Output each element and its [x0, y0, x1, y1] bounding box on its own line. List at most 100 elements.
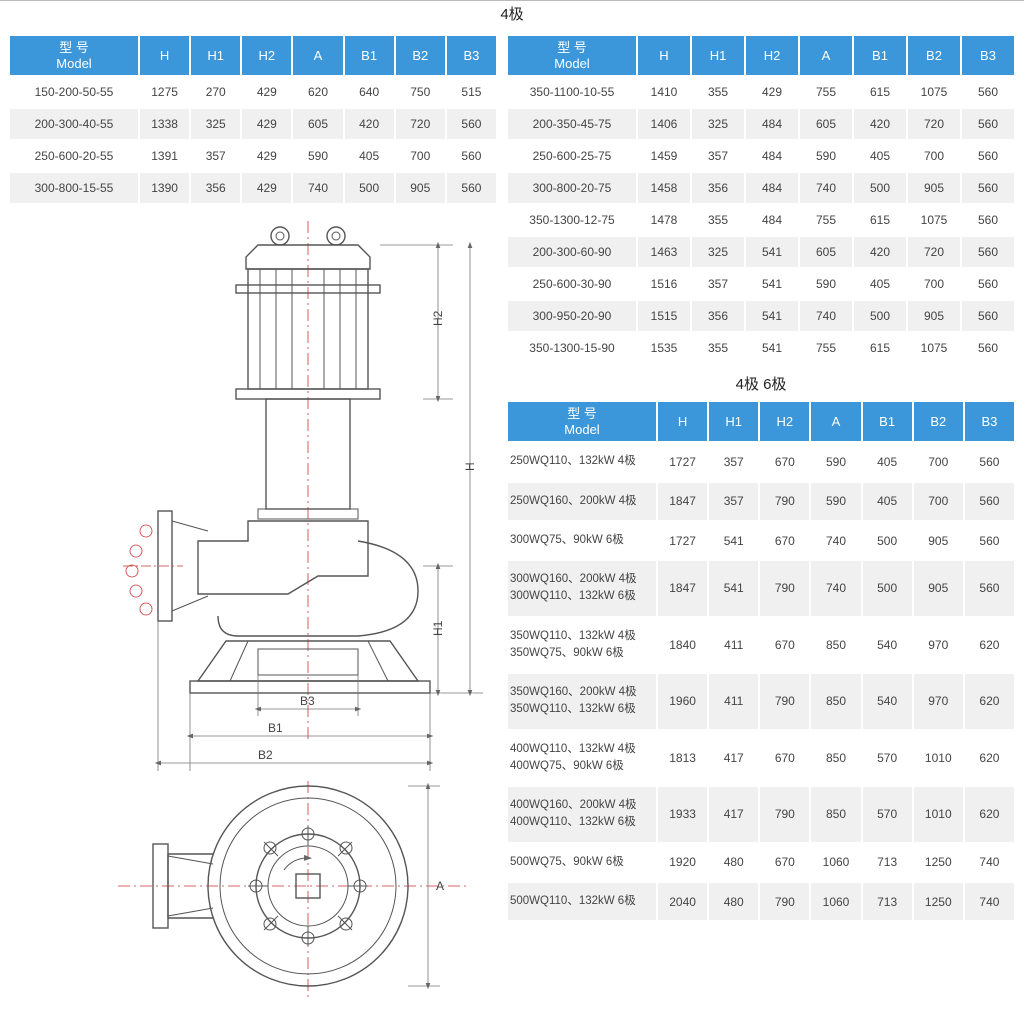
cell-value: 700 [913, 482, 964, 521]
cell-value: 590 [810, 442, 861, 481]
cell-value: 1727 [657, 442, 708, 481]
col-model: 型 号Model [507, 401, 657, 442]
cell-value: 590 [810, 482, 861, 521]
col-H2: H2 [759, 401, 810, 442]
col-A: A [810, 401, 861, 442]
cell-value: 1463 [637, 236, 691, 268]
cell-value: 560 [961, 236, 1015, 268]
cell-value: 325 [691, 236, 745, 268]
cell-value: 411 [708, 673, 759, 730]
table-row: 250WQ160、200kW 4极1847357790590405700560 [507, 482, 1015, 521]
cell-value: 750 [395, 76, 446, 108]
table-row: 200-350-45-751406325484605420720560 [507, 108, 1015, 140]
dim-b2: B2 [258, 748, 273, 762]
cell-value: 790 [759, 560, 810, 617]
cell-value: 700 [913, 442, 964, 481]
cell-value: 1250 [913, 843, 964, 882]
cell-model: 400WQ110、132kW 4极400WQ75、90kW 6极 [507, 730, 657, 787]
cell-model: 150-200-50-55 [9, 76, 139, 108]
cell-value: 720 [907, 108, 961, 140]
cell-value: 405 [862, 482, 913, 521]
cell-value: 500 [853, 172, 907, 204]
table-row: 250-600-25-751459357484590405700560 [507, 140, 1015, 172]
cell-value: 1458 [637, 172, 691, 204]
cell-value: 356 [691, 172, 745, 204]
col-H1: H1 [190, 35, 241, 76]
cell-model: 350-1300-12-75 [507, 204, 637, 236]
table-row: 300WQ75、90kW 6极1727541670740500905560 [507, 521, 1015, 560]
table-row: 350WQ160、200kW 4极350WQ110、132kW 6极196041… [507, 673, 1015, 730]
cell-value: 325 [190, 108, 241, 140]
cell-value: 405 [853, 268, 907, 300]
cell-value: 560 [961, 172, 1015, 204]
cell-value: 355 [691, 204, 745, 236]
cell-value: 1010 [913, 786, 964, 843]
cell-model: 250WQ110、132kW 4极 [507, 442, 657, 481]
table-row: 250WQ110、132kW 4极1727357670590405700560 [507, 442, 1015, 481]
cell-model: 250-600-30-90 [507, 268, 637, 300]
cell-value: 1060 [810, 882, 861, 921]
table-row: 250-600-20-551391357429590405700560 [9, 140, 497, 172]
table-row: 350-1100-10-5514103554297556151075560 [507, 76, 1015, 108]
cell-value: 429 [241, 108, 292, 140]
cell-value: 740 [292, 172, 343, 204]
cell-model: 350WQ110、132kW 4极350WQ75、90kW 6极 [507, 617, 657, 674]
col-A: A [292, 35, 343, 76]
cell-value: 429 [241, 172, 292, 204]
cell-value: 670 [759, 617, 810, 674]
table-row: 350-1300-12-7514783554847556151075560 [507, 204, 1015, 236]
cell-value: 355 [691, 332, 745, 364]
table-3: 型 号ModelHH1H2AB1B2B3 250WQ110、132kW 4极17… [506, 400, 1016, 922]
cell-value: 405 [344, 140, 395, 172]
cell-value: 484 [745, 172, 799, 204]
cell-model: 300-950-20-90 [507, 300, 637, 332]
col-B2: B2 [395, 35, 446, 76]
cell-value: 740 [799, 300, 853, 332]
cell-value: 560 [961, 76, 1015, 108]
col-B3: B3 [961, 35, 1015, 76]
cell-value: 1847 [657, 482, 708, 521]
cell-value: 484 [745, 108, 799, 140]
col-model: 型 号Model [507, 35, 637, 76]
cell-value: 560 [446, 140, 497, 172]
table-row: 300-800-15-551390356429740500905560 [9, 172, 497, 204]
cell-value: 560 [961, 140, 1015, 172]
table-row: 150-200-50-551275270429620640750515 [9, 76, 497, 108]
cell-value: 1535 [637, 332, 691, 364]
cell-value: 790 [759, 882, 810, 921]
cell-value: 429 [241, 140, 292, 172]
cell-model: 200-300-40-55 [9, 108, 139, 140]
table-row: 300-950-20-901515356541740500905560 [507, 300, 1015, 332]
cell-value: 1338 [139, 108, 190, 140]
cell-value: 620 [964, 786, 1015, 843]
cell-value: 713 [862, 882, 913, 921]
cell-value: 540 [862, 673, 913, 730]
cell-value: 560 [961, 108, 1015, 140]
cell-value: 429 [241, 76, 292, 108]
cell-value: 1275 [139, 76, 190, 108]
cell-value: 700 [907, 268, 961, 300]
page: 型 号ModelHH1H2AB1B2B3 150-200-50-55127527… [0, 30, 1024, 1019]
cell-value: 620 [964, 673, 1015, 730]
cell-value: 357 [708, 482, 759, 521]
dim-h1: H1 [431, 621, 445, 637]
table-2: 型 号ModelHH1H2AB1B2B3 350-1100-10-5514103… [506, 34, 1016, 365]
cell-value: 356 [190, 172, 241, 204]
cell-value: 755 [799, 332, 853, 364]
cell-value: 1406 [637, 108, 691, 140]
col-B2: B2 [907, 35, 961, 76]
cell-value: 790 [759, 482, 810, 521]
cell-value: 1459 [637, 140, 691, 172]
cell-value: 970 [913, 617, 964, 674]
cell-value: 500 [853, 300, 907, 332]
cell-value: 1727 [657, 521, 708, 560]
cell-value: 1813 [657, 730, 708, 787]
col-H1: H1 [691, 35, 745, 76]
cell-value: 540 [862, 617, 913, 674]
cell-value: 605 [799, 236, 853, 268]
table-row: 400WQ160、200kW 4极400WQ110、132kW 6极193341… [507, 786, 1015, 843]
title-4pole: 4极 [0, 0, 1024, 30]
cell-value: 1410 [637, 76, 691, 108]
cell-value: 605 [292, 108, 343, 140]
cell-value: 420 [344, 108, 395, 140]
